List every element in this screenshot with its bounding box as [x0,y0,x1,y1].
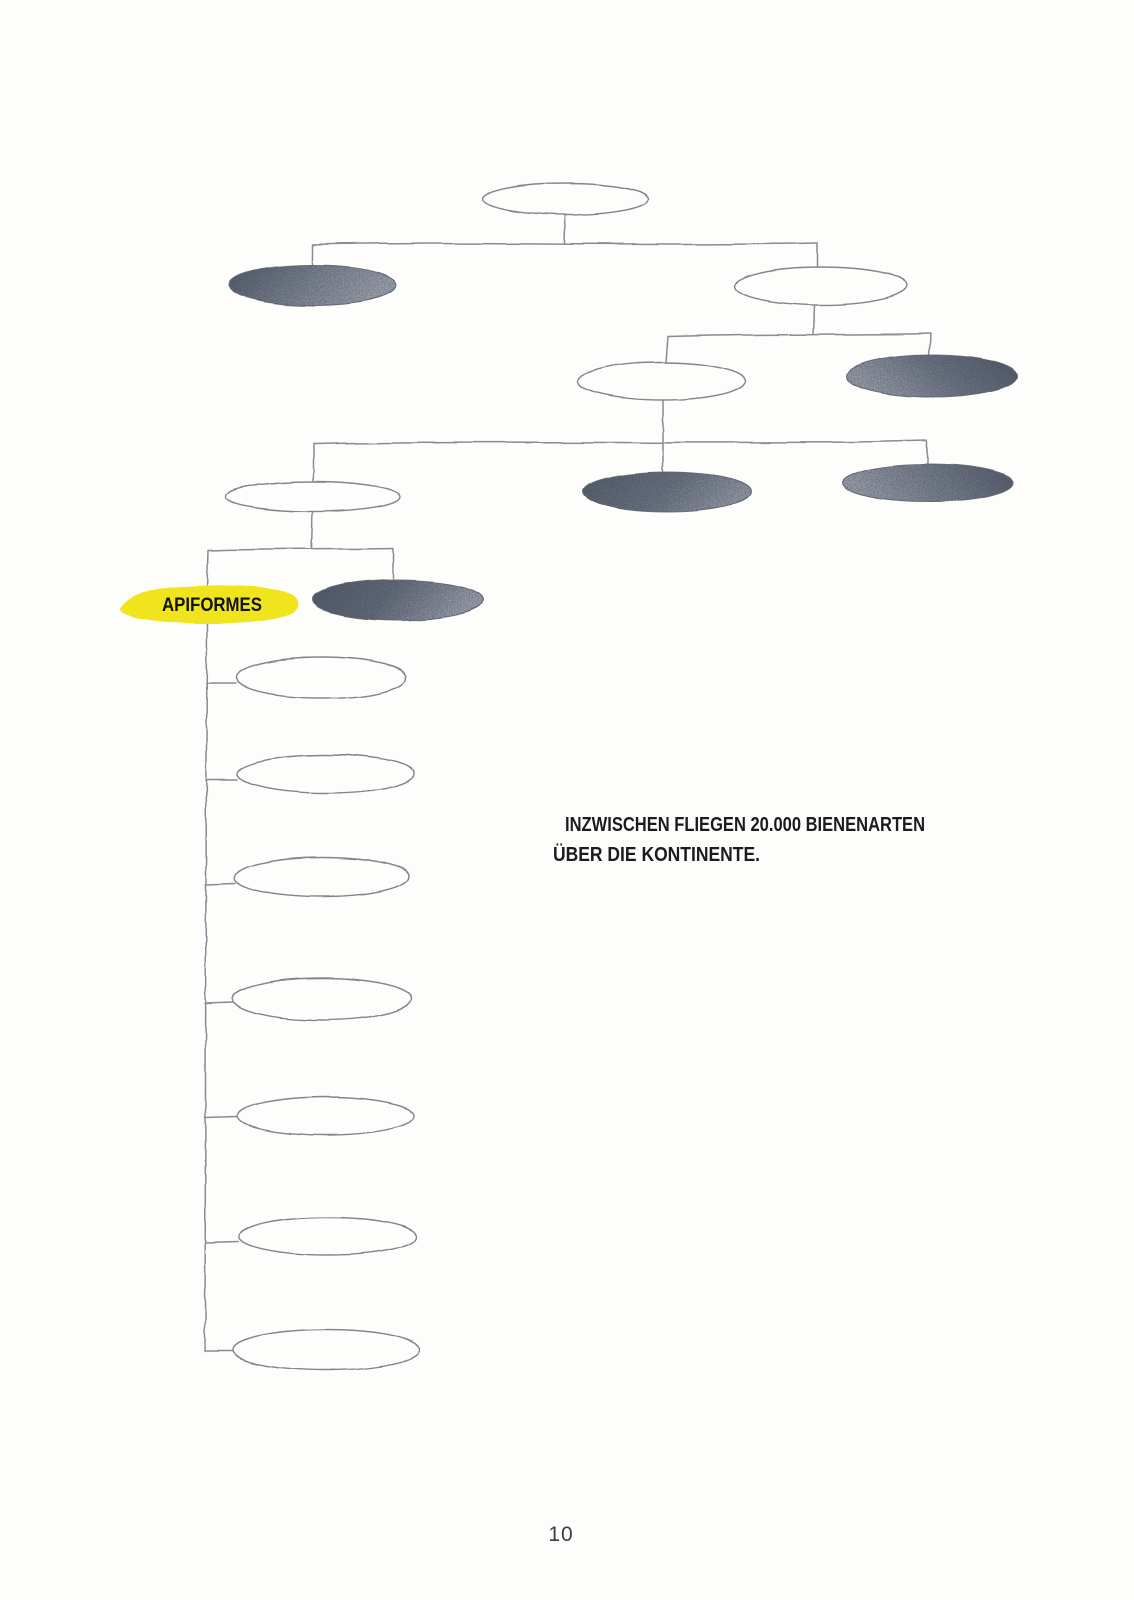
connector-stub-6 [204,1241,240,1244]
node-branch-4-right [312,579,484,621]
node-branch-1-left [228,264,398,306]
connector-level3-bar [312,440,928,445]
node-apiformes-child-2 [237,754,415,794]
caption-line-2: ÜBER DIE KONTINENTE. [553,843,760,866]
connector-level2-drop [812,304,815,336]
node-branch-2-right [846,354,1018,398]
node-branch-2-left [577,361,747,401]
node-root [482,182,650,216]
node-branch-3-right [842,463,1014,503]
node-apiformes-highlight [119,584,299,624]
connector-level4-left-drop [206,549,209,591]
connector-level1-bar [312,242,819,246]
node-apiformes-child-1 [235,657,407,699]
connector-level2-bar [667,333,931,338]
connector-level4-drop [310,511,313,550]
node-branch-3-left [225,481,401,513]
node-branch-1-right [734,266,908,306]
connector-level2-left-drop [665,336,669,363]
tree-connectors [204,214,931,1352]
node-apiformes-child-4 [232,977,412,1021]
node-branch-3-center [582,471,752,513]
apiformes-label: APIFORMES [162,595,262,616]
tree-nodes-outlined [225,182,908,1371]
caption-line-1: INZWISCHEN FLIEGEN 20.000 BIENENARTEN [565,814,925,836]
caption: INZWISCHEN FLIEGEN 20.000 BIENENARTEN ÜB… [553,814,925,866]
connector-stub-5 [204,1116,239,1119]
node-apiformes-child-5 [237,1096,415,1136]
node-apiformes-child-6 [238,1216,418,1256]
node-apiformes-child-3 [234,856,410,898]
connector-root-drop [563,214,567,244]
connector-apiformes-spine [204,621,208,1352]
page-number: 10 [548,1523,573,1546]
connector-level4-bar [207,547,394,551]
highlighter-blob [119,584,299,624]
connector-level2-right-drop [928,333,931,357]
tree-nodes-shaded [228,264,1018,621]
connector-stub-3 [204,882,237,885]
node-apiformes-child-7 [232,1329,420,1371]
connector-stub-4 [204,1001,235,1004]
